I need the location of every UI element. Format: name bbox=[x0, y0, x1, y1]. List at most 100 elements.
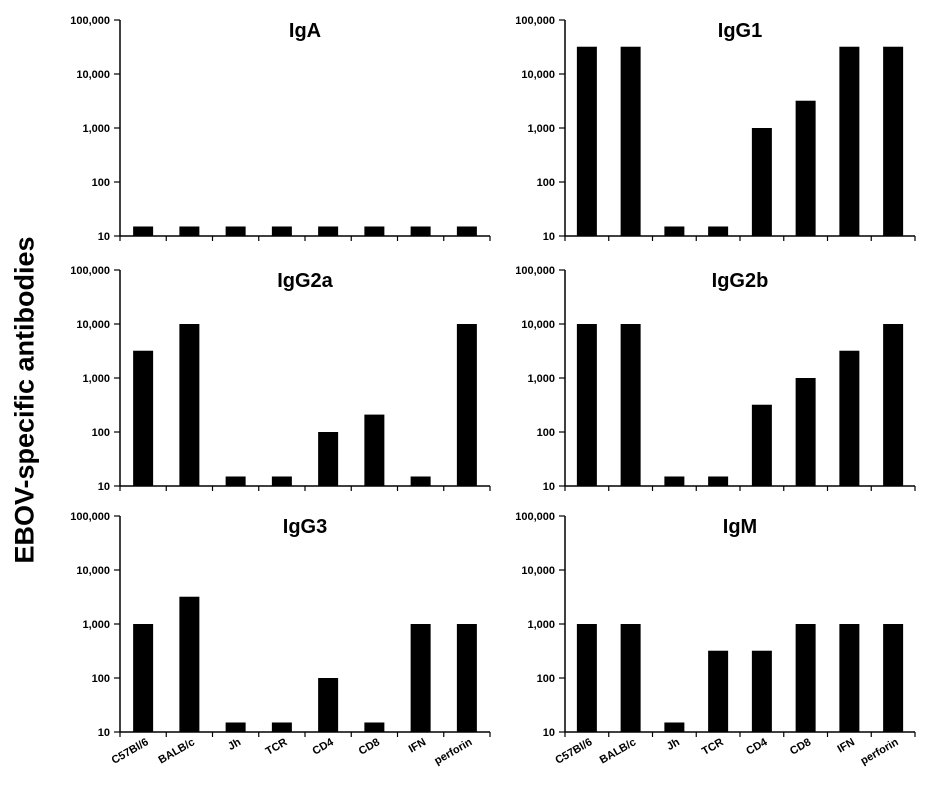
y-tick-label-iga: 100,000 bbox=[70, 15, 110, 27]
y-tick-label-igg2b: 100 bbox=[537, 427, 555, 439]
y-tick-label-iga: 1,000 bbox=[82, 123, 110, 135]
bar-igg2b-c57bl6 bbox=[576, 324, 597, 486]
y-tick-label-igg2a: 10,000 bbox=[76, 319, 110, 331]
bar-igg2a-ifn bbox=[410, 476, 431, 486]
x-tick-label-igg3: CD4 bbox=[311, 736, 337, 758]
bar-igg2a-perforin bbox=[456, 324, 477, 486]
x-tick-label-igm: CD4 bbox=[744, 736, 770, 758]
y-tick-label-igg2a: 1,000 bbox=[82, 373, 110, 385]
y-tick-label-igg1: 1,000 bbox=[527, 123, 555, 135]
bar-igg2b-ifn bbox=[839, 350, 860, 486]
bar-igm-balbc bbox=[620, 624, 641, 732]
y-tick-label-igg3: 1,000 bbox=[82, 619, 110, 631]
x-tick-label-igg3: TCR bbox=[264, 736, 290, 758]
panel-igg2a: IgG2a 10 100 1,000 10,000 100,000 bbox=[70, 265, 491, 493]
bar-igg2a-cd8 bbox=[364, 414, 385, 486]
bar-igm-jh bbox=[664, 722, 685, 732]
panel-title-igg2b: IgG2b bbox=[712, 270, 769, 292]
panel-title-iga: IgA bbox=[289, 20, 321, 42]
bar-iga-cd8 bbox=[364, 226, 385, 236]
bar-igg1-ifn bbox=[839, 46, 860, 237]
bar-igg3-ifn bbox=[410, 624, 431, 732]
x-tick-label-igg3: IFN bbox=[407, 736, 428, 755]
bar-igg3-jh bbox=[225, 722, 246, 732]
y-tick-label-igg2b: 10 bbox=[543, 481, 555, 493]
bar-iga-cd4 bbox=[318, 226, 339, 236]
x-tick-label-igm: Jh bbox=[665, 736, 682, 753]
y-tick-label-iga: 100 bbox=[92, 177, 110, 189]
bar-igg3-tcr bbox=[271, 722, 292, 732]
bar-igg3-perforin bbox=[456, 624, 477, 732]
bar-igm-perforin bbox=[883, 624, 904, 732]
y-tick-label-iga: 10 bbox=[98, 231, 110, 243]
y-tick-label-igg3: 100,000 bbox=[70, 511, 110, 523]
panel-title-igg3: IgG3 bbox=[283, 516, 327, 538]
x-tick-label-igm: BALB/c bbox=[598, 736, 638, 766]
y-tick-label-igg1: 10 bbox=[543, 231, 555, 243]
bar-igm-ifn bbox=[839, 624, 860, 732]
bar-igg1-balbc bbox=[620, 46, 641, 237]
panel-igg2b: IgG2b 10 100 1,000 10,000 100,000 bbox=[515, 265, 916, 493]
bar-igm-cd4 bbox=[751, 650, 772, 732]
y-tick-label-igg2b: 1,000 bbox=[527, 373, 555, 385]
bar-iga-balbc bbox=[179, 226, 200, 236]
y-tick-label-igg2a: 100 bbox=[92, 427, 110, 439]
bar-igg2a-balbc bbox=[179, 324, 200, 486]
bar-igg2b-jh bbox=[664, 476, 685, 486]
bar-igm-tcr bbox=[708, 650, 729, 732]
y-tick-label-igm: 1,000 bbox=[527, 619, 555, 631]
x-tick-label-igg3: Jh bbox=[226, 736, 243, 753]
panel-title-igm: IgM bbox=[723, 516, 757, 538]
x-tick-label-igg3: C57Bl/6 bbox=[110, 736, 151, 767]
bar-igm-c57bl6 bbox=[576, 624, 597, 732]
bar-igm-cd8 bbox=[795, 624, 816, 732]
y-tick-label-igg2b: 10,000 bbox=[521, 319, 555, 331]
bar-igg2b-tcr bbox=[708, 476, 729, 486]
x-tick-label-igm: TCR bbox=[700, 736, 726, 758]
bar-igg2b-cd8 bbox=[795, 378, 816, 486]
y-tick-label-igm: 100 bbox=[537, 673, 555, 685]
panel-igg3: IgG3 10 100 1,000 10,000 100,000 C57Bl/6 BALB/c… bbox=[70, 511, 491, 767]
y-tick-label-igg2b: 100,000 bbox=[515, 265, 555, 277]
x-tick-label-igm: perforin bbox=[859, 736, 901, 767]
bar-igg3-balbc bbox=[179, 596, 200, 732]
bar-iga-tcr bbox=[271, 226, 292, 236]
bar-igg2a-cd4 bbox=[318, 432, 339, 486]
panel-igm: IgM 10 100 1,000 10,000 100,000 C57Bl/6 BALB/c J… bbox=[515, 511, 916, 767]
y-tick-label-igg1: 100,000 bbox=[515, 15, 555, 27]
y-tick-label-igm: 10,000 bbox=[521, 565, 555, 577]
panel-title-igg2a: IgG2a bbox=[277, 270, 333, 292]
bar-iga-ifn bbox=[410, 226, 431, 236]
bar-igg3-cd4 bbox=[318, 678, 339, 732]
x-tick-label-igm: C57Bl/6 bbox=[553, 736, 594, 767]
y-tick-label-igg1: 10,000 bbox=[521, 69, 555, 81]
x-tick-label-igg3: perforin bbox=[432, 736, 474, 767]
bar-igg1-tcr bbox=[708, 226, 729, 236]
bar-igg2a-c57bl6 bbox=[133, 350, 154, 486]
bar-igg2b-balbc bbox=[620, 324, 641, 486]
bar-igg2b-cd4 bbox=[751, 404, 772, 486]
y-tick-label-igm: 10 bbox=[543, 727, 555, 739]
y-tick-label-igg3: 10 bbox=[98, 727, 110, 739]
bar-igg2a-jh bbox=[225, 476, 246, 486]
bar-igg1-jh bbox=[664, 226, 685, 236]
y-tick-label-igg2a: 100,000 bbox=[70, 265, 110, 277]
y-tick-label-igm: 100,000 bbox=[515, 511, 555, 523]
bar-iga-perforin bbox=[456, 226, 477, 236]
y-tick-label-igg3: 100 bbox=[92, 673, 110, 685]
bar-igg3-c57bl6 bbox=[133, 624, 154, 732]
y-tick-label-igg2a: 10 bbox=[98, 481, 110, 493]
x-tick-label-igg3: BALB/c bbox=[156, 736, 196, 766]
panel-igg1: IgG1 10 100 1,000 10,000 100,000 bbox=[515, 15, 916, 243]
bar-igg2b-perforin bbox=[883, 324, 904, 486]
panel-iga: IgA 10 100 1,000 10,000 100,000 bbox=[70, 15, 491, 243]
bar-iga-c57bl6 bbox=[133, 226, 154, 236]
bar-iga-jh bbox=[225, 226, 246, 236]
x-tick-label-igg3: CD8 bbox=[357, 736, 382, 757]
y-tick-label-igg1: 100 bbox=[537, 177, 555, 189]
bar-igg1-perforin bbox=[883, 46, 904, 237]
bar-igg1-cd8 bbox=[795, 100, 816, 237]
x-tick-label-igm: CD8 bbox=[788, 736, 813, 757]
y-tick-label-iga: 10,000 bbox=[76, 69, 110, 81]
